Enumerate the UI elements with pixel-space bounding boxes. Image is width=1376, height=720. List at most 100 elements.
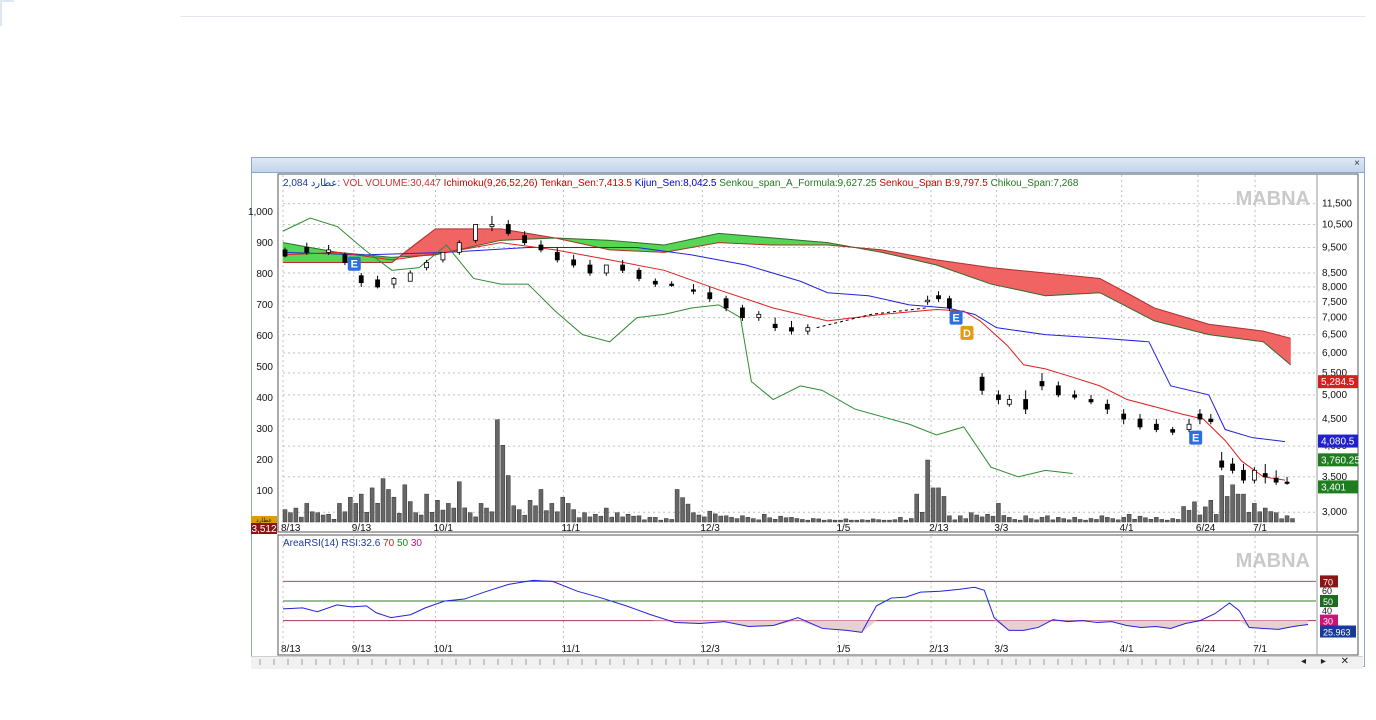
cloud-segment: [1257, 330, 1264, 343]
volume-bar: [1061, 518, 1067, 523]
cloud-segment: [1066, 274, 1073, 295]
volume-bar: [614, 512, 620, 523]
volume-tick-label: 100: [256, 486, 273, 497]
candle-body: [1251, 469, 1257, 481]
volume-bar: [941, 496, 947, 523]
candle-body: [756, 313, 762, 318]
volume-bar: [1170, 518, 1175, 523]
candle-body: [1023, 399, 1029, 410]
candle-body: [1273, 477, 1279, 483]
volume-bar: [1056, 517, 1061, 523]
rsi-level-badge: [1320, 614, 1338, 627]
volume-tick-label: 800: [256, 269, 273, 280]
rsi-line: [282, 579, 1309, 633]
candles: [282, 215, 1290, 485]
volume-tick-label: 400: [256, 393, 273, 404]
cloud-segment: [751, 235, 758, 245]
candle-body: [1197, 413, 1203, 420]
volume-bar: [740, 515, 745, 523]
volume-bar: [424, 493, 429, 523]
volume-bar: [658, 519, 664, 523]
cloud-segment: [647, 243, 654, 253]
date-tick-label: 9/13: [352, 644, 372, 655]
candle-body: [375, 279, 380, 288]
volume-bar: [778, 515, 783, 523]
volume-bar: [663, 518, 669, 523]
volume-bar: [576, 517, 582, 523]
price-tick-label: 11,500: [1322, 199, 1352, 210]
volume-bar: [429, 511, 435, 523]
volume-bar: [756, 519, 762, 523]
event-marker-label: E: [952, 313, 959, 325]
volume-bar: [919, 511, 925, 523]
cloud-segment: [767, 237, 774, 246]
left-badge-label: 3,512: [251, 524, 276, 535]
volume-bar: [511, 505, 516, 523]
volume-bar: [1186, 510, 1192, 523]
volume-tick-label: 600: [256, 331, 273, 342]
rsi-area-segment: [846, 620, 862, 633]
volume-bar: [1023, 515, 1028, 523]
price-tick-label: 3,500: [1322, 472, 1347, 483]
candle-body: [925, 299, 931, 303]
volume-bar: [1050, 519, 1056, 523]
rsi-area-segment: [773, 620, 798, 626]
price-tick-label: 5,000: [1322, 390, 1347, 401]
volume-bar: [990, 515, 996, 523]
candle-body: [1262, 473, 1268, 478]
price-legend: 2,084 عطارد: VOL VOLUME:30,447 Ichimoku(…: [283, 178, 1079, 189]
chart-window-titlebar[interactable]: ×: [252, 158, 1364, 173]
cloud-segment: [462, 228, 469, 250]
volume-bar: [712, 513, 718, 523]
volume-bar: [1235, 493, 1241, 523]
volume-bar: [843, 518, 849, 523]
candle-body: [1284, 481, 1290, 484]
volume-bar: [1121, 517, 1126, 523]
volume-bar: [794, 518, 800, 523]
date-tick-label: 1/5: [836, 644, 850, 655]
volume-bar: [860, 519, 865, 523]
candle-body: [805, 327, 811, 332]
volume-bar: [669, 519, 674, 523]
volume-bar: [1083, 519, 1088, 523]
toolbar-divider: [180, 16, 1366, 17]
volume-bar: [849, 519, 854, 523]
candle-body: [424, 262, 429, 269]
volume-bar: [653, 517, 658, 523]
volume-bar: [527, 500, 533, 523]
ichimoku-cloud: [282, 228, 1291, 366]
close-icon[interactable]: ×: [1354, 158, 1360, 169]
legend-item: Kijun_Sen:8,042.5: [632, 178, 717, 189]
cloud-segment: [636, 242, 643, 252]
cloud-segment: [495, 228, 502, 242]
candle-body: [1153, 423, 1159, 430]
candle-body: [979, 376, 985, 391]
volume-bar: [1007, 517, 1012, 523]
volume-bar: [707, 510, 713, 523]
candle-body: [1006, 399, 1012, 405]
cloud-segment: [467, 228, 474, 248]
dashed-gap-line: [816, 307, 926, 329]
volume-bar: [1268, 511, 1273, 523]
candle-body: [1219, 460, 1225, 468]
cloud-segment: [778, 238, 785, 246]
candle-body: [996, 394, 1001, 400]
volume-bar: [892, 519, 898, 523]
rsi-area-segment: [994, 620, 1009, 631]
volume-bar: [1159, 519, 1165, 523]
cloud-segment: [1094, 277, 1101, 294]
cloud-segment: [985, 266, 992, 285]
volume-bar: [598, 515, 604, 523]
price-tick-label: 10,500: [1322, 219, 1353, 230]
volume-axis: 100 200 300 400 500 600 700 800 900 1,000 عطارد3,5…: [248, 207, 277, 535]
volume-tick-label: 700: [256, 300, 273, 311]
cloud-segment: [1164, 310, 1171, 326]
volume-bar: [958, 515, 963, 523]
volume-tick-label: 900: [256, 238, 273, 249]
volume-bar: [832, 519, 838, 523]
volume-bar: [451, 507, 457, 523]
volume-bar: [1175, 519, 1181, 523]
date-axis: 8/13 8/13 9/13 9/13 10/1 10/1 11/1 11/1 12/3 12/3…: [281, 523, 1267, 655]
status-nav-buttons[interactable]: ◂ ▸ ✕: [1301, 656, 1355, 667]
